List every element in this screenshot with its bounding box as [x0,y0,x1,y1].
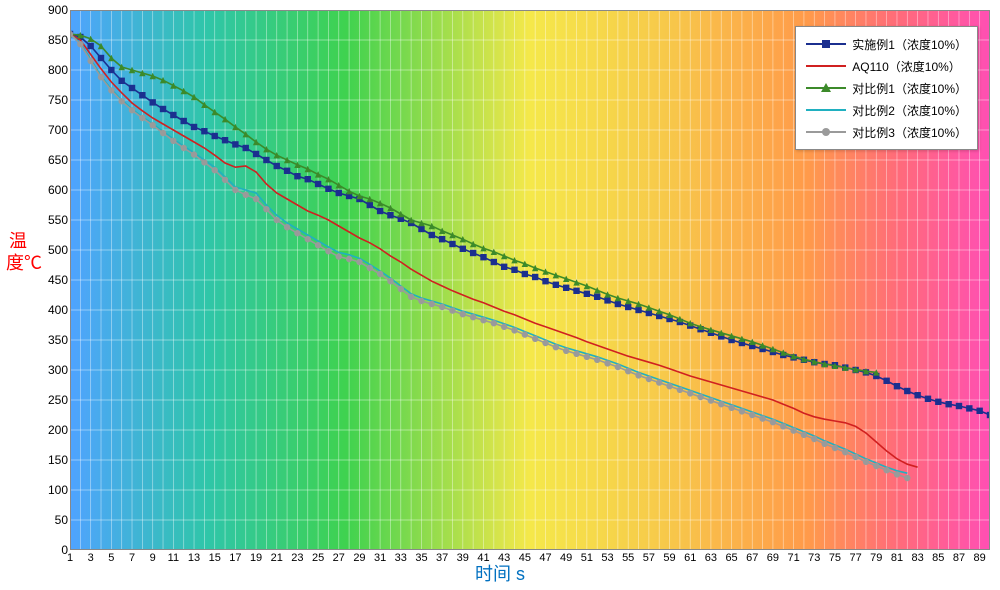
x-tick-label: 5 [108,552,114,564]
legend: 实施例1（浓度10%） AQ110（浓度10%） 对比例1（浓度10%） 对比例2（浓… [795,26,978,150]
x-tick-label: 61 [684,552,696,564]
x-tick-label: 73 [808,552,820,564]
x-tick-label: 29 [353,552,365,564]
x-tick-label: 25 [312,552,324,564]
y-tick-label: 700 [36,123,68,137]
x-tick-label: 39 [457,552,469,564]
x-tick-label: 57 [643,552,655,564]
x-tick-label: 69 [767,552,779,564]
x-tick-label: 43 [498,552,510,564]
legend-item-s5: 对比例3（浓度10%） [806,121,967,143]
x-tick-label: 47 [539,552,551,564]
legend-item-s3: 对比例1（浓度10%） [806,77,967,99]
x-tick-label: 77 [849,552,861,564]
x-tick-label: 19 [250,552,262,564]
legend-label: 对比例1（浓度10%） [852,80,967,97]
y-tick-label: 600 [36,183,68,197]
x-tick-label: 9 [150,552,156,564]
x-tick-label: 35 [415,552,427,564]
x-tick-label: 49 [560,552,572,564]
x-tick-label: 81 [891,552,903,564]
legend-item-s2: AQ110（浓度10%） [806,55,967,77]
x-tick-label: 87 [953,552,965,564]
x-tick-label: 63 [705,552,717,564]
x-tick-label: 45 [519,552,531,564]
x-tick-label: 53 [601,552,613,564]
y-tick-label: 400 [36,303,68,317]
x-tick-label: 51 [581,552,593,564]
y-tick-label: 250 [36,393,68,407]
x-axis-ticks: 1357911131517192123252729313335373941434… [70,552,990,568]
legend-label: AQ110（浓度10%） [852,58,961,75]
legend-swatch [806,81,846,95]
legend-swatch [806,125,846,139]
legend-label: 实施例1（浓度10%） [852,36,967,53]
plot-area: 实施例1（浓度10%） AQ110（浓度10%） 对比例1（浓度10%） 对比例2（浓… [70,10,990,550]
x-tick-label: 79 [870,552,882,564]
legend-swatch [806,37,846,51]
x-tick-label: 1 [67,552,73,564]
y-tick-label: 850 [36,33,68,47]
x-tick-label: 27 [333,552,345,564]
legend-swatch [806,59,846,73]
x-tick-label: 11 [168,552,179,564]
legend-label: 对比例2（浓度10%） [852,102,967,119]
x-tick-label: 75 [829,552,841,564]
y-tick-label: 300 [36,363,68,377]
x-tick-label: 33 [395,552,407,564]
y-tick-label: 650 [36,153,68,167]
x-tick-label: 15 [209,552,221,564]
y-tick-label: 500 [36,243,68,257]
x-tick-label: 59 [663,552,675,564]
x-tick-label: 7 [129,552,135,564]
x-tick-label: 71 [787,552,799,564]
x-tick-label: 31 [374,552,386,564]
x-tick-label: 17 [229,552,241,564]
x-tick-label: 3 [88,552,94,564]
y-tick-label: 150 [36,453,68,467]
x-tick-label: 37 [436,552,448,564]
y-tick-label: 900 [36,3,68,17]
y-tick-label: 200 [36,423,68,437]
x-tick-label: 41 [477,552,489,564]
x-tick-label: 85 [932,552,944,564]
y-axis-ticks: 0501001502002503003504004505005506006507… [36,10,68,550]
y-tick-label: 450 [36,273,68,287]
y-tick-label: 750 [36,93,68,107]
x-tick-label: 89 [974,552,986,564]
y-axis-title: 温度℃ [6,230,30,274]
y-tick-label: 0 [36,543,68,557]
chart-page: 温度℃ 时间 s 0501001502002503003504004505005… [0,0,1000,590]
legend-label: 对比例3（浓度10%） [852,124,967,141]
y-tick-label: 100 [36,483,68,497]
legend-swatch [806,103,846,117]
x-tick-label: 83 [912,552,924,564]
x-tick-label: 21 [271,552,283,564]
y-tick-label: 800 [36,63,68,77]
x-tick-label: 55 [622,552,634,564]
legend-item-s4: 对比例2（浓度10%） [806,99,967,121]
x-tick-label: 23 [291,552,303,564]
y-tick-label: 550 [36,213,68,227]
y-tick-label: 50 [36,513,68,527]
y-tick-label: 350 [36,333,68,347]
x-tick-label: 67 [746,552,758,564]
x-tick-label: 13 [188,552,200,564]
x-tick-label: 65 [725,552,737,564]
legend-item-s1: 实施例1（浓度10%） [806,33,967,55]
